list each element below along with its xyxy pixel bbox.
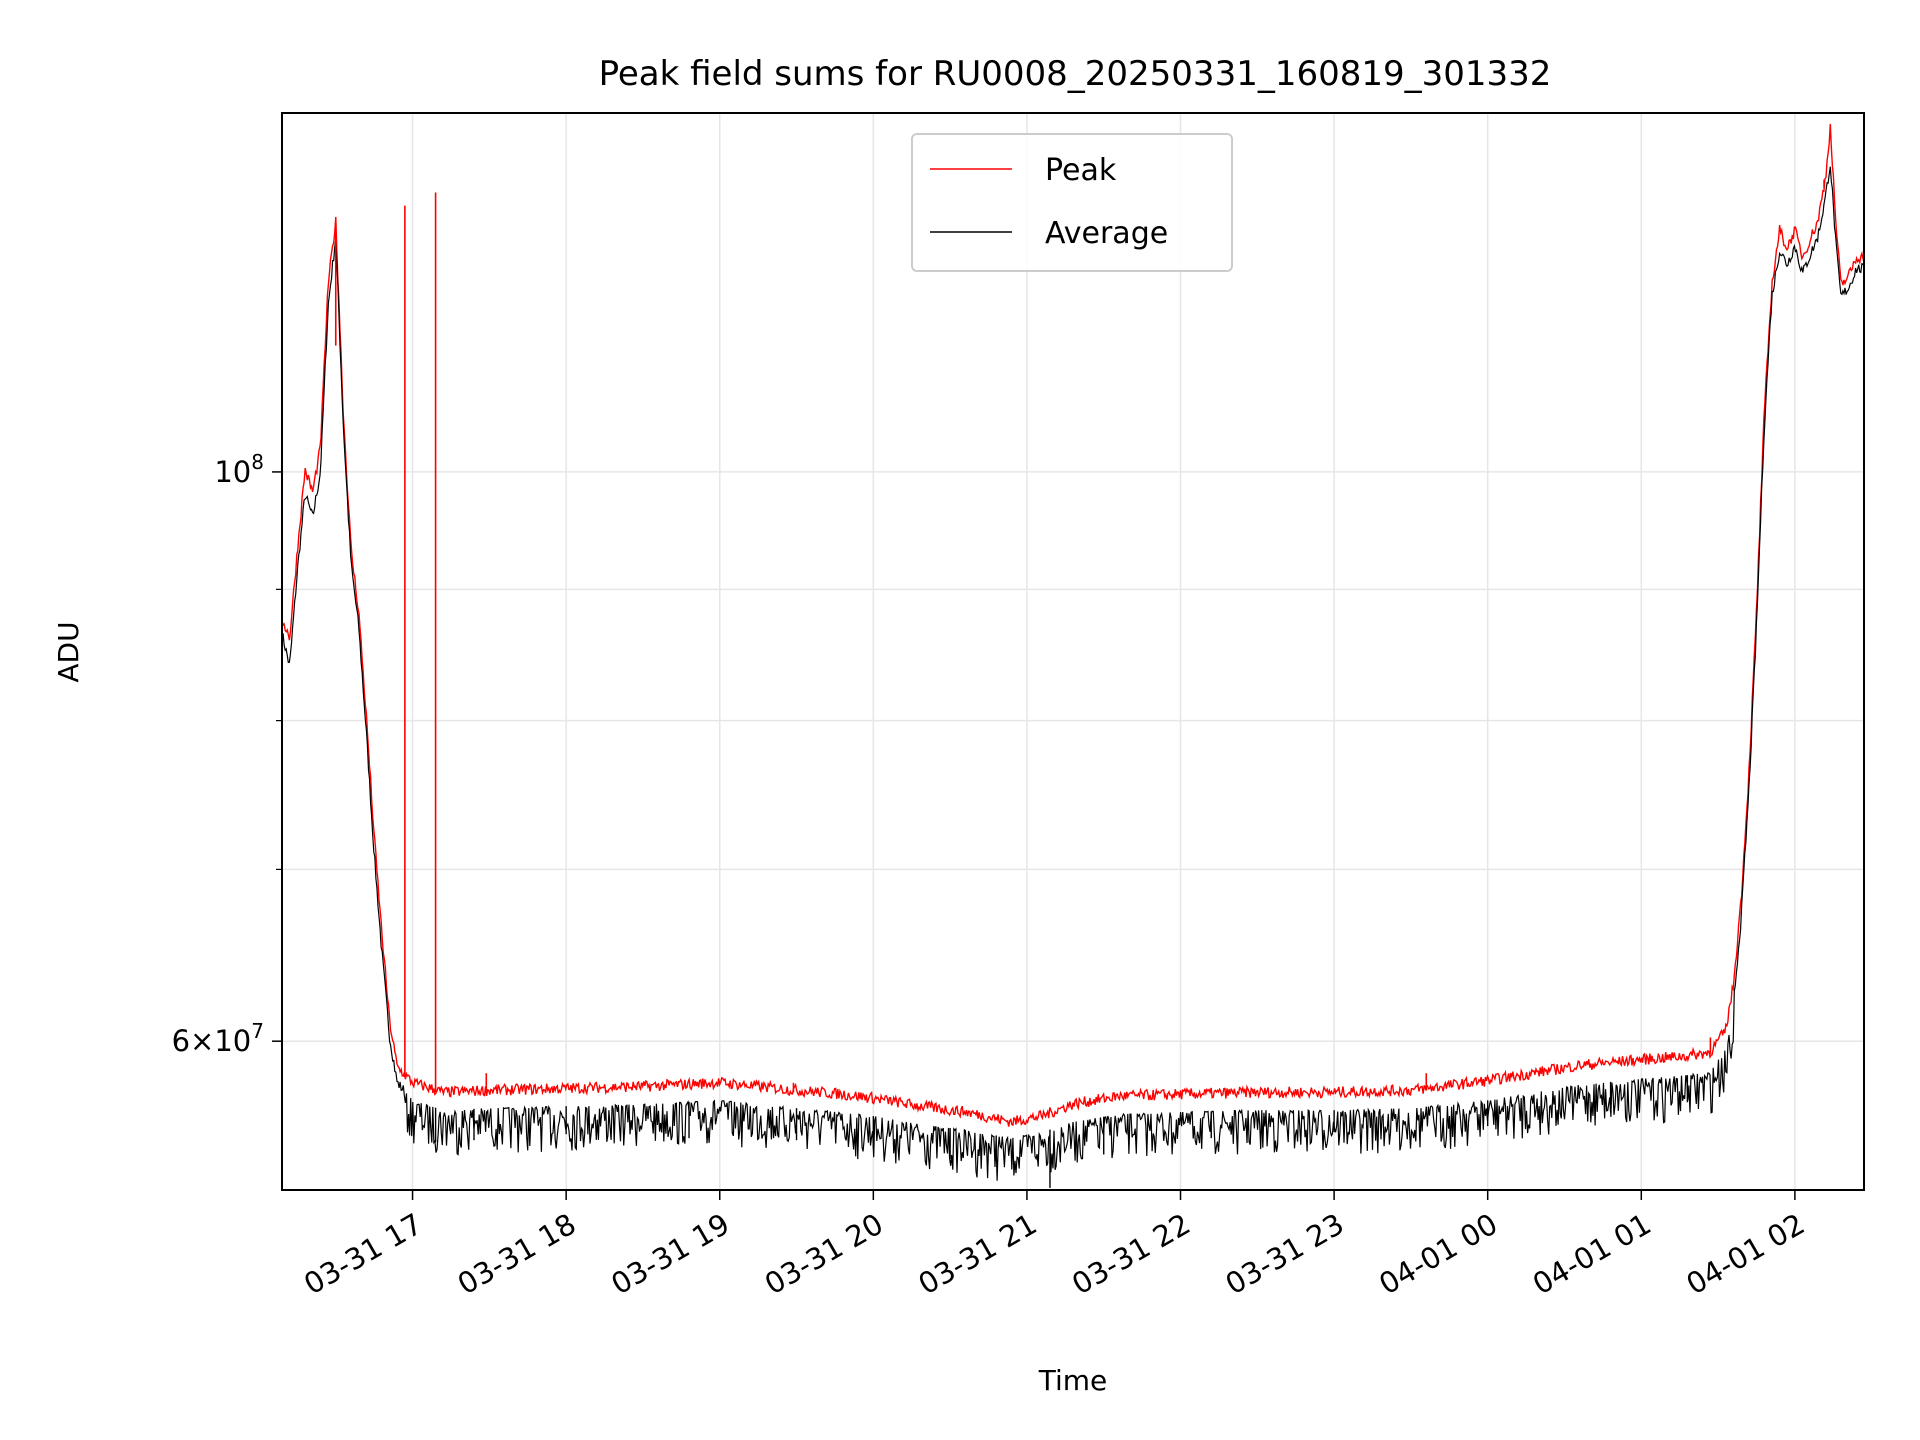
y-axis-label: ADU [52,621,85,682]
grid [282,113,1864,1190]
series-layer [282,123,1864,1188]
chart-title: Peak field sums for RU0008_20250331_1608… [599,54,1552,94]
y-axis: 6×107 108 [172,450,282,1058]
series-line-peak [282,123,1864,1127]
plot-frame [281,112,1865,1191]
series-line-average [282,166,1864,1181]
y-tick-label: 108 [214,450,264,489]
y-tick-label: 6×107 [172,1019,264,1058]
legend-label-average: Average [1045,216,1168,251]
x-axis-label: Time [1038,1364,1108,1397]
legend: Peak Average [911,133,1233,272]
plot-area [282,123,1864,1188]
legend-label-peak: Peak [1045,153,1117,188]
